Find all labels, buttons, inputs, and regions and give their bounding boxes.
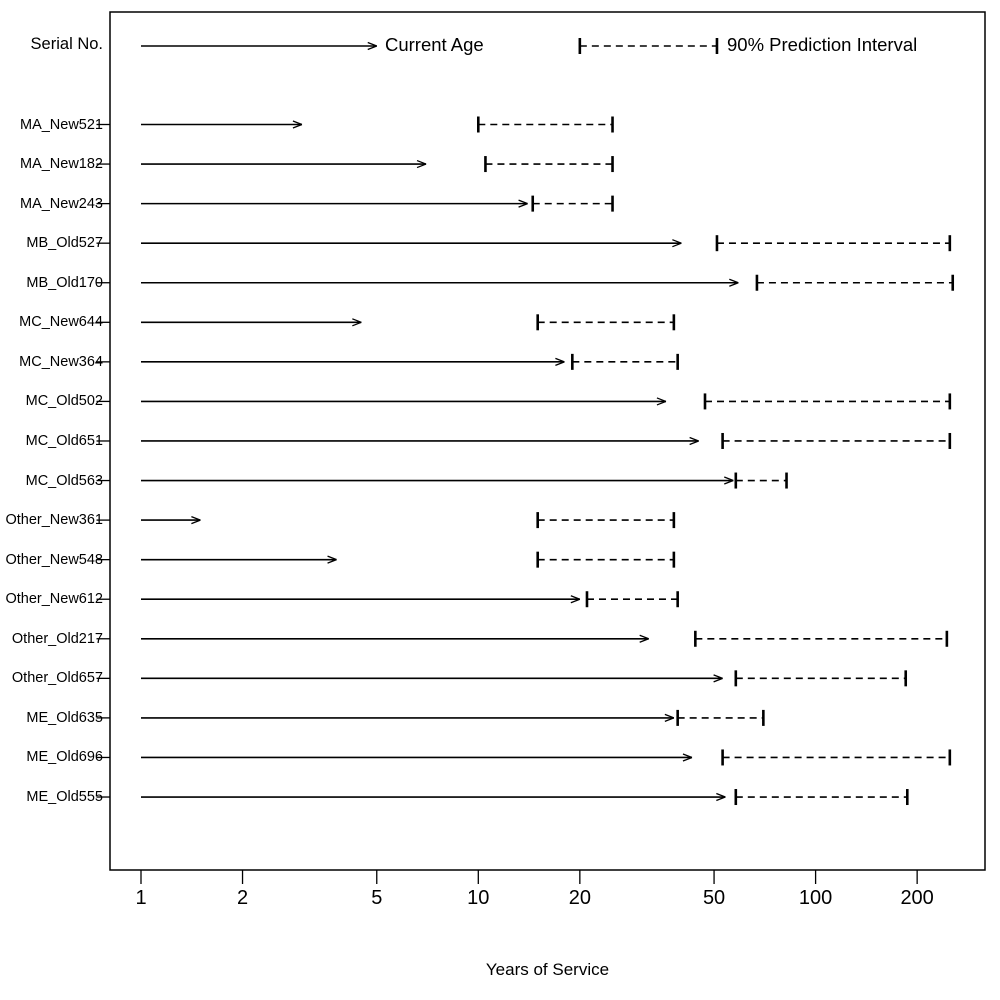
x-tick-label: 50 (702, 887, 726, 909)
arrowhead-icon (729, 278, 739, 284)
arrowhead-icon (724, 479, 734, 485)
y-tick-label: ME_Old696 (26, 749, 103, 766)
y-tick-label: Other_New548 (5, 551, 103, 568)
legend-current-age-label: Current Age (385, 34, 484, 55)
arrowhead-icon (367, 41, 377, 47)
arrowhead-icon (713, 674, 723, 679)
arrowhead-icon (327, 555, 337, 561)
arrowhead-icon (292, 123, 303, 129)
legend-prediction-interval-label: 90% Prediction Interval (727, 34, 918, 55)
x-tick-label: 20 (568, 887, 591, 909)
y-tick-label: MC_Old563 (25, 472, 103, 489)
x-tick-label: 100 (798, 887, 833, 909)
arrowhead-icon (352, 321, 362, 327)
arrowhead-icon (672, 239, 682, 244)
y-tick-label: MB_Old527 (26, 235, 103, 252)
arrowhead-icon (292, 120, 303, 126)
arrowhead-icon (682, 753, 693, 759)
x-axis-title: Years of Service (485, 960, 610, 979)
arrowhead-icon (689, 440, 699, 446)
arrowhead-icon (716, 796, 726, 802)
x-tick-label: 1 (135, 887, 147, 909)
arrowhead-icon (191, 515, 201, 521)
arrowhead-icon (729, 282, 739, 287)
arrowhead-icon (518, 199, 528, 205)
arrowhead-icon (518, 203, 528, 208)
arrowhead-icon (639, 634, 649, 640)
y-tick-label: MC_Old502 (25, 393, 103, 410)
x-tick-label: 2 (236, 887, 249, 909)
arrowhead-icon (639, 638, 649, 643)
y-tick-label: MC_Old651 (25, 432, 103, 449)
y-tick-label: MA_New243 (19, 195, 103, 212)
arrowhead-icon (570, 595, 581, 600)
arrowhead-icon (367, 45, 377, 51)
arrowhead-icon (672, 242, 682, 248)
arrowhead-icon (716, 792, 726, 798)
y-tick-label: Other_New361 (5, 512, 103, 529)
y-tick-label: MB_Old170 (26, 274, 103, 291)
y-tick-label: Other_New612 (5, 591, 103, 608)
arrowhead-icon (682, 756, 693, 762)
arrowhead-icon (555, 357, 565, 363)
x-tick-label: 10 (467, 887, 490, 909)
y-tick-label: MC_New644 (19, 314, 103, 331)
y-axis-header: Serial No. (30, 35, 103, 53)
y-tick-label: MC_New364 (19, 353, 103, 370)
arrowhead-icon (352, 318, 362, 323)
arrowhead-icon (656, 400, 667, 406)
y-tick-label: MA_New182 (19, 156, 103, 173)
arrowhead-icon (664, 717, 675, 723)
arrowhead-icon (713, 677, 723, 683)
arrowhead-icon (416, 163, 427, 169)
arrowhead-icon (724, 476, 734, 482)
arrowhead-icon (689, 436, 699, 442)
arrowhead-icon (327, 559, 337, 564)
arrowhead-icon (555, 361, 565, 366)
arrowhead-icon (191, 519, 201, 525)
y-tick-label: Other_Old657 (11, 670, 103, 687)
arrowhead-icon (664, 713, 675, 719)
y-tick-label: MA_New521 (19, 116, 103, 133)
x-tick-label: 200 (900, 887, 934, 909)
y-tick-label: Other_Old217 (11, 630, 103, 647)
arrowhead-icon (656, 397, 667, 403)
arrowhead-icon (416, 159, 427, 165)
y-tick-label: ME_Old635 (26, 709, 103, 726)
y-tick-label: ME_Old555 (26, 789, 103, 806)
arrowhead-icon (570, 598, 581, 604)
x-tick-label: 5 (371, 887, 383, 909)
